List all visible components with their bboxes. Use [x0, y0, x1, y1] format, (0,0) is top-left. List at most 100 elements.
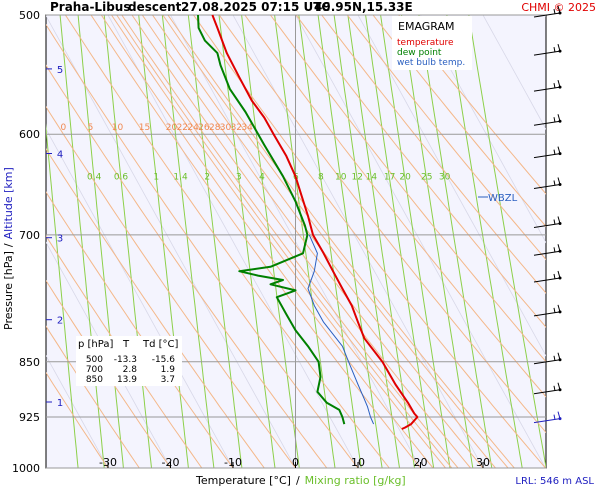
altitude-tick-label: 3 — [57, 234, 63, 245]
wind-barb-dot — [558, 276, 562, 280]
dry-adiabat-label: 28 — [209, 123, 221, 133]
wind-barb-shaft — [533, 389, 561, 395]
wind-barb-shaft — [533, 223, 561, 228]
dry-adiabat-line — [90, 15, 422, 468]
wbzl-label: WBZL — [488, 193, 518, 204]
legend-dew-point: dew point — [397, 48, 442, 58]
dry-adiabat-label: 5 — [88, 123, 94, 133]
pressure-tick-label: 1000 — [12, 462, 40, 475]
wind-barb-shaft — [533, 277, 561, 283]
wind-barb-flag — [553, 247, 556, 253]
dry-adiabat-line — [295, 15, 546, 328]
series-wet-bulb-temp — [307, 234, 375, 425]
dry-adiabat-line — [46, 64, 328, 468]
grid-diagonal — [420, 15, 546, 244]
mixing-ratio-label: 3 — [236, 172, 242, 182]
dry-adiabat-line — [46, 371, 109, 468]
mixing-ratio-label: 1 — [153, 172, 159, 182]
series-dew-point — [197, 14, 346, 425]
mixing-ratio-line — [46, 123, 79, 468]
x-tick-label: -10 — [224, 456, 242, 469]
dry-adiabat-lines — [46, 15, 546, 468]
mixing-ratio-line — [418, 15, 493, 468]
mixing-ratio-label: 0.4 — [87, 172, 102, 182]
mixing-ratio-label: 2 — [204, 172, 210, 182]
header-datetime: 27.08.2025 07:15 UTC — [181, 0, 330, 14]
wind-barb-flag — [553, 307, 556, 313]
wind-barb-shaft — [533, 50, 561, 56]
dry-adiabat-line — [151, 15, 497, 468]
grid-diagonal — [46, 128, 234, 468]
wind-barb-flag — [553, 273, 556, 280]
dry-adiabat-line — [321, 15, 546, 294]
mixing-ratio-line — [241, 15, 300, 468]
isobar-lines — [46, 14, 546, 469]
pressure-tick-label: 700 — [19, 229, 40, 242]
wind-barb — [533, 79, 562, 92]
y-axis-label-pressure: Pressure [hPa] — [2, 251, 15, 330]
wind-barb-dot — [558, 85, 562, 89]
table-cell-p-700: 700 — [86, 365, 103, 375]
profile-series — [197, 14, 419, 430]
wind-barb — [533, 270, 562, 283]
table-cell-t-850: 13.9 — [117, 375, 137, 385]
grid-diagonal — [46, 354, 109, 468]
dry-adiabat-label: 15 — [139, 123, 150, 133]
mixing-ratio-label: 30 — [439, 172, 451, 182]
dry-adiabat-line — [346, 15, 546, 261]
wind-barb — [533, 5, 562, 18]
dry-adiabat-line — [64, 15, 390, 468]
mixing-ratio-label: 17 — [384, 172, 395, 182]
wind-barb-dot — [558, 388, 562, 392]
wind-barb-shaft — [533, 153, 561, 159]
wind-barb — [533, 43, 562, 56]
legend-title: EMAGRAM — [398, 20, 455, 33]
table-cell-t-500: -13.3 — [114, 355, 137, 365]
wind-barb-shaft — [533, 418, 561, 424]
mixing-ratio-line — [77, 15, 124, 468]
grid-diagonal — [357, 15, 546, 357]
table-cell-td-700: 1.9 — [161, 365, 176, 375]
wind-barb-dot — [558, 49, 562, 53]
dry-adiabat-line — [141, 15, 484, 468]
x-axis-label-mix: Mixing ratio [g/kg] — [305, 474, 406, 487]
mixing-ratio-label: 12 — [351, 172, 362, 182]
svg-text:Pressure [hPa]/Altitude [km]: Pressure [hPa] / Altitude [km] — [2, 167, 15, 330]
altitude-tick-label: 2 — [57, 316, 63, 327]
dry-adiabat-line — [46, 325, 140, 468]
x-tick-label: 30 — [476, 456, 490, 469]
mixing-ratio-line — [187, 15, 243, 468]
wind-barb — [533, 382, 562, 395]
legend-temperature: temperature — [397, 38, 454, 48]
y-axis-label-sep: / — [2, 243, 15, 247]
grid-diagonal — [170, 15, 421, 468]
mixing-ratio-label: 20 — [399, 172, 411, 182]
wind-barb-flag — [553, 219, 556, 225]
mixing-ratio-label: 14 — [366, 172, 378, 182]
table-cell-p-850: 850 — [86, 375, 103, 385]
dry-adiabat-line — [269, 15, 546, 363]
wind-barb-shaft — [533, 359, 561, 365]
wind-barb — [533, 146, 562, 159]
x-axis-label-sep: / — [296, 474, 300, 487]
wind-barb-dot — [558, 417, 562, 421]
mixing-ratio-line — [161, 15, 215, 468]
wind-barb-flag — [553, 414, 556, 420]
wind-barb — [533, 244, 562, 256]
x-axis-title: Temperature [°C] / Mixing ratio [g/kg] — [195, 474, 406, 487]
dry-adiabat-line — [218, 15, 546, 434]
wind-barb-shaft — [533, 12, 561, 18]
y-axis-label-altitude: Altitude [km] — [2, 167, 15, 239]
wind-barb — [533, 216, 562, 228]
dry-adiabat-label: 22 — [177, 123, 188, 133]
dry-adiabat-line — [46, 148, 265, 468]
wind-barb — [533, 411, 562, 424]
header-station: Praha-Libus — [50, 0, 130, 14]
wind-barb-shaft — [533, 311, 561, 317]
mixing-ratio-line — [138, 15, 189, 468]
pressure-tick-label: 600 — [19, 128, 40, 141]
wind-barb — [533, 177, 562, 189]
legend: EMAGRAM temperature dew point wet bulb t… — [392, 16, 472, 70]
mixing-ratio-label: 10 — [335, 172, 347, 182]
